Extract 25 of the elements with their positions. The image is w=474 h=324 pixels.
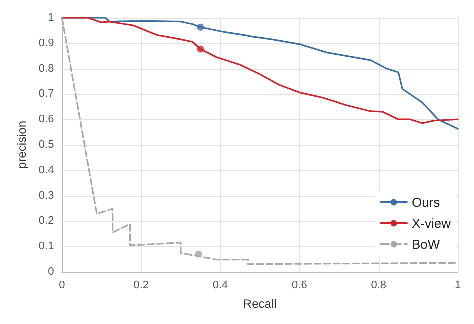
x-tick-label: 0.8 <box>371 280 386 292</box>
y-tick-label: 0.2 <box>38 215 54 228</box>
y-tick-label: 0.8 <box>38 62 54 75</box>
y-tick-label: 0.7 <box>38 88 54 100</box>
y-tick-label: 0.1 <box>38 240 54 253</box>
point <box>197 24 204 31</box>
y-tick-label: 0.9 <box>38 37 54 50</box>
x-tick-label: 0.4 <box>212 280 228 292</box>
x-axis-title: Recall <box>243 297 277 311</box>
y-tick-label: 1 <box>48 12 54 24</box>
y-tick-label: 0.3 <box>38 190 54 202</box>
y-axis-title: precision <box>15 120 29 170</box>
point <box>195 250 202 258</box>
y-tick-label: 0 <box>48 266 54 278</box>
legend-label: Ours <box>412 195 441 210</box>
y-tick-label: 0.5 <box>38 139 54 151</box>
legend-label: BoW <box>412 237 441 252</box>
legend-label: X-view <box>412 216 452 231</box>
x-tick-label: 0 <box>59 280 66 292</box>
point <box>197 46 204 53</box>
y-tick-label: 0.4 <box>38 164 54 176</box>
x-tick-label: 0.2 <box>134 280 149 292</box>
x-tick-label: 0.6 <box>292 280 308 292</box>
x-tick-label: 1 <box>454 280 462 292</box>
y-tick-label: 0.6 <box>38 114 54 126</box>
